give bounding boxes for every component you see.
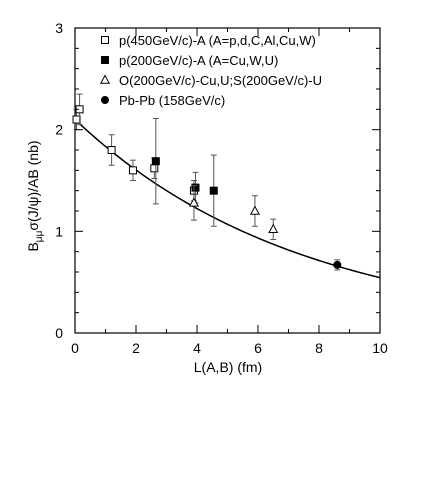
data-point-series-3 <box>188 197 199 207</box>
x-tick-label: 10 <box>372 340 388 356</box>
data-point-series-1 <box>107 146 116 154</box>
legend-entry: O(200GeV/c)-Cu,U;S(200GeV/c)-U <box>119 73 322 88</box>
data-point-series-1 <box>150 164 159 173</box>
x-tick-label: 8 <box>315 340 323 356</box>
fit-curve <box>74 118 381 279</box>
y-axis-label-subscript: μμ <box>34 230 45 242</box>
x-tick-label: 4 <box>193 340 201 356</box>
data-point-series-1 <box>72 115 81 124</box>
y-axis-label-rest: σ(J/ψ)/AB (nb) <box>25 140 41 230</box>
legend-entry: p(200GeV/c)-A (A=Cu,W,U) <box>119 53 278 68</box>
y-axis-label: Bμμσ(J/ψ)/AB (nb) <box>25 140 45 251</box>
y-tick-label: 2 <box>55 122 63 138</box>
data-point-series-2 <box>151 157 160 166</box>
y-tick-label: 3 <box>55 20 63 36</box>
y-axis-label-main: B <box>25 242 41 251</box>
y-tick-label: 1 <box>55 223 63 239</box>
data-point-series-3 <box>268 223 279 233</box>
data-point-series-2 <box>209 186 218 195</box>
legend-marker <box>101 96 109 104</box>
axis-ticks-layer: 0 2 4 6 8 10 0 1 2 3 <box>55 20 388 356</box>
x-axis-label: L(A,B) (fm) <box>194 359 262 375</box>
legend-marker <box>99 74 111 84</box>
legend-entry: p(450GeV/c)-A (A=p,d,C,Al,Cu,W) <box>119 33 316 48</box>
legend-marker <box>101 36 109 44</box>
legend: p(450GeV/c)-A (A=p,d,C,Al,Cu,W) p(200GeV/… <box>99 33 322 108</box>
x-tick-label: 2 <box>132 340 140 356</box>
fit-curve-layer <box>74 118 381 279</box>
y-tick-label: 0 <box>55 325 63 341</box>
data-point-series-4 <box>333 260 342 269</box>
data-point-series-1 <box>128 166 137 175</box>
legend-marker <box>101 56 109 64</box>
legend-entry: Pb-Pb (158GeV/c) <box>119 93 225 108</box>
data-points-layer <box>72 93 342 271</box>
data-point-series-2 <box>191 183 200 192</box>
data-point-series-3 <box>249 205 260 215</box>
x-tick-label: 6 <box>254 340 262 356</box>
x-tick-label: 0 <box>71 340 79 356</box>
